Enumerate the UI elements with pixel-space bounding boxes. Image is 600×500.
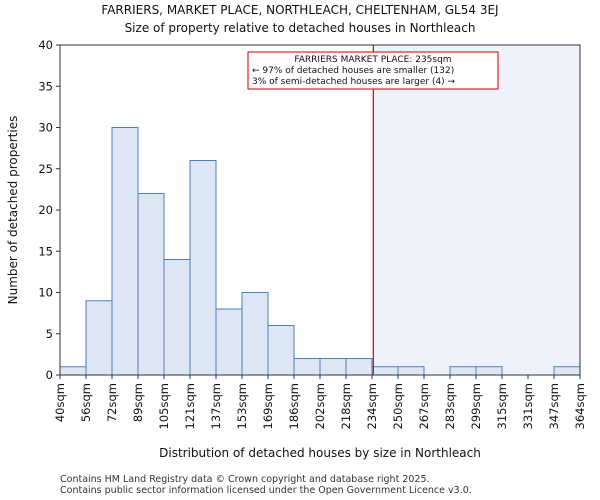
footer-copyright: Contains HM Land Registry data © Crown c… <box>60 474 430 485</box>
y-tick-label-20: 20 <box>38 203 53 217</box>
x-tick-label-72sqm: 72sqm <box>105 383 119 422</box>
bar-250sqm <box>397 366 425 376</box>
x-tick-label-137sqm: 137sqm <box>209 383 223 429</box>
y-tick-label-35: 35 <box>38 79 53 93</box>
x-tick-label-105sqm: 105sqm <box>157 383 171 429</box>
x-tick-label-347sqm: 347sqm <box>547 383 561 429</box>
y-axis-label: Number of detached properties <box>6 116 20 305</box>
annotation-larger: 3% of semi-detached houses are larger (4… <box>252 77 456 87</box>
x-tick-label-315sqm: 315sqm <box>495 383 509 429</box>
bar-347sqm <box>553 366 581 376</box>
bar-169sqm <box>267 325 295 376</box>
x-tick-label-218sqm: 218sqm <box>339 383 353 429</box>
x-tick-label-267sqm: 267sqm <box>417 383 431 429</box>
x-tick-label-234sqm: 234sqm <box>365 383 379 429</box>
x-tick-label-153sqm: 153sqm <box>235 383 249 429</box>
chart-title: FARRIERS, MARKET PLACE, NORTHLEACH, CHEL… <box>101 3 498 17</box>
bar-121sqm <box>189 160 217 376</box>
x-tick-label-121sqm: 121sqm <box>183 383 197 429</box>
bar-89sqm <box>137 193 165 376</box>
larger-properties-region <box>373 45 580 375</box>
x-tick-label-283sqm: 283sqm <box>443 383 457 429</box>
x-tick-label-331sqm: 331sqm <box>521 383 535 429</box>
bar-283sqm <box>449 366 477 376</box>
y-tick-label-40: 40 <box>38 38 53 52</box>
bar-153sqm <box>241 292 269 376</box>
x-tick-label-250sqm: 250sqm <box>391 383 405 429</box>
property-annotation: FARRIERS MARKET PLACE: 235sqm ← 97% of d… <box>247 51 499 90</box>
x-tick-label-299sqm: 299sqm <box>469 383 483 429</box>
y-tick-label-5: 5 <box>46 327 53 341</box>
bar-186sqm <box>293 358 321 376</box>
bar-40sqm <box>59 366 87 376</box>
x-tick-label-364sqm: 364sqm <box>573 383 587 429</box>
bar-72sqm <box>111 127 139 376</box>
annotation-box <box>247 51 499 90</box>
bar-105sqm <box>163 259 191 376</box>
annotation-smaller: ← 97% of detached houses are smaller (13… <box>252 66 454 76</box>
x-tick-label-186sqm: 186sqm <box>287 383 301 429</box>
y-tick-label-0: 0 <box>46 368 53 382</box>
annotation-title: FARRIERS MARKET PLACE: 235sqm <box>294 55 451 65</box>
bar-234sqm <box>371 366 399 376</box>
footer-licence: Contains public sector information licen… <box>60 485 472 496</box>
y-tick-label-10: 10 <box>38 286 53 300</box>
x-tick-label-89sqm: 89sqm <box>131 383 145 422</box>
y-tick-label-30: 30 <box>38 121 53 135</box>
x-tick-label-56sqm: 56sqm <box>79 383 93 422</box>
bar-299sqm <box>475 366 503 376</box>
bar-218sqm <box>345 358 373 376</box>
x-tick-label-169sqm: 169sqm <box>261 383 275 429</box>
bar-137sqm <box>215 308 243 376</box>
x-tick-label-40sqm: 40sqm <box>53 383 67 422</box>
y-axis-ticks: 0 5 10 15 20 25 30 35 40 <box>38 38 60 382</box>
chart-subtitle: Size of property relative to detached ho… <box>125 21 476 35</box>
x-tick-label-202sqm: 202sqm <box>313 383 327 429</box>
x-axis-ticks: 40sqm 56sqm 72sqm 89sqm 105sqm 121sqm 137sqm 15… <box>53 375 587 429</box>
y-tick-label-25: 25 <box>38 162 53 176</box>
y-tick-label-15: 15 <box>38 244 53 258</box>
x-axis-label: Distribution of detached houses by size … <box>159 446 481 460</box>
bar-56sqm <box>85 300 113 376</box>
histogram-bars <box>59 127 581 376</box>
bar-202sqm <box>319 358 347 376</box>
